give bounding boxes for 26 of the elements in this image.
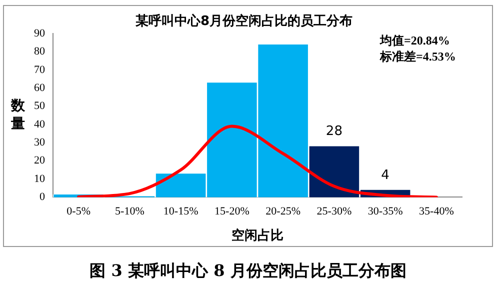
x-axis-title: 空闲占比 xyxy=(232,228,284,244)
data-label: 28 xyxy=(326,124,342,140)
y-tick-label: 50 xyxy=(34,100,46,112)
y-tick-label: 30 xyxy=(34,136,46,149)
y-tick-label: 70 xyxy=(34,64,46,76)
y-tick-label: 0 xyxy=(40,191,46,204)
x-tick-label: 10-15% xyxy=(163,206,198,218)
chart-title: 某呼叫中心8月份空闲占比的员工分布 xyxy=(134,13,353,30)
y-tick-label: 60 xyxy=(34,82,46,94)
y-axis-title: 数量 xyxy=(10,98,26,132)
y-tick-label: 90 xyxy=(34,27,46,40)
data-label: 4 xyxy=(381,168,390,183)
x-tick-label: 15-20% xyxy=(214,206,250,218)
x-tick-label: 30-35% xyxy=(368,206,403,218)
x-tick-label: 5-10% xyxy=(115,206,144,218)
y-tick-label: 40 xyxy=(34,118,46,130)
y-tick-label: 20 xyxy=(34,154,46,167)
caption: 图 3 某呼叫中心 8 月份空闲占比员工分布图 xyxy=(88,261,408,282)
annotation: 标准差=4.53% xyxy=(379,50,456,64)
x-tick-label: 0-5% xyxy=(66,206,90,218)
x-tick-label: 25-30% xyxy=(316,206,352,218)
x-tick-label: 20-25% xyxy=(266,206,300,218)
y-tick-label: 10 xyxy=(34,172,46,185)
x-tick-label: 35-40% xyxy=(419,206,454,218)
annotation: 均值=20.84% xyxy=(379,34,450,48)
y-tick-label: 80 xyxy=(34,46,46,58)
